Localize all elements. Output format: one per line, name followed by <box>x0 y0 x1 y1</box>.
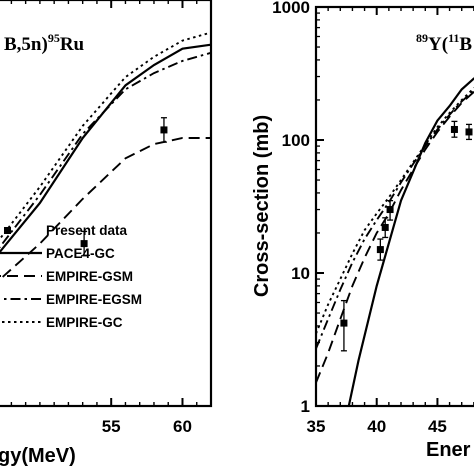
series-line-empire-gsm <box>316 90 474 383</box>
legend-label: EMPIRE-GC <box>46 315 123 330</box>
left-legend: Present data PACE4-GC EMPIRE-GSM EMPIRE-EGS… <box>0 223 142 330</box>
x-tick-label: 40 <box>367 417 386 436</box>
legend-item: EMPIRE-EGSM <box>0 292 142 307</box>
series-line-pace4-gc <box>0 43 211 254</box>
x-tick-label: 45 <box>428 417 447 436</box>
right-x-axis-label: Ener <box>426 439 471 461</box>
series-line-empire-gc <box>316 87 474 334</box>
point-marker <box>80 240 88 248</box>
series-line-pace4-gc <box>347 77 474 406</box>
data-point <box>386 199 394 221</box>
data-point <box>381 217 389 239</box>
point-marker <box>450 125 458 133</box>
series-line-empire-gc <box>0 31 211 241</box>
left-points <box>80 117 168 257</box>
data-point <box>160 117 168 143</box>
legend-label: Present data <box>46 223 128 238</box>
right-axis-ticks: 35 40 45 1 10 100 1000 <box>272 0 474 436</box>
data-point <box>340 299 348 352</box>
y-tick-label: 100 <box>282 131 310 150</box>
data-point <box>376 238 384 261</box>
legend-label: EMPIRE-GSM <box>46 269 133 284</box>
left-panel: 55 60 B,5n)95Ru Present data PACE4-GC EMPIR… <box>0 0 213 467</box>
left-title: B,5n)95Ru <box>4 31 85 55</box>
left-plot-frame <box>0 0 213 408</box>
y-tick-label: 1 <box>301 397 310 416</box>
series-line-empire-egsm <box>316 89 474 349</box>
data-point <box>450 120 458 138</box>
legend-item: PACE4-GC <box>0 246 115 261</box>
left-x-ticks: 55 60 <box>10 0 212 436</box>
legend-marker <box>4 227 11 234</box>
legend-item: EMPIRE-GC <box>0 315 123 330</box>
legend-label: PACE4-GC <box>46 246 115 261</box>
data-point <box>465 123 473 141</box>
right-points <box>340 120 473 352</box>
y-tick-label: 1000 <box>272 0 310 17</box>
x-tick-label: 55 <box>102 417 121 436</box>
left-x-axis-label: gy(MeV) <box>0 445 76 467</box>
series-line-empire-egsm <box>0 51 211 249</box>
point-marker <box>340 319 348 327</box>
legend-item: EMPIRE-GSM <box>0 269 133 284</box>
right-title: 89Y(11B <box>416 31 472 55</box>
x-tick-label: 60 <box>173 417 192 436</box>
point-marker <box>381 223 389 231</box>
right-plot-frame <box>314 5 474 408</box>
left-curves <box>0 31 211 281</box>
legend-label: EMPIRE-EGSM <box>46 292 142 307</box>
series-line-empire-gsm <box>0 137 211 281</box>
point-marker <box>465 128 473 136</box>
right-y-axis-label: Cross-section (mb) <box>251 115 273 297</box>
x-tick-label: 35 <box>307 417 326 436</box>
y-tick-label: 10 <box>291 264 310 283</box>
right-curves <box>316 77 474 406</box>
point-marker <box>386 206 394 214</box>
right-panel: 35 40 45 1 10 100 1000 89Y(11B Cross-section (… <box>251 0 474 461</box>
point-marker <box>376 246 384 254</box>
legend-item: Present data <box>4 223 128 238</box>
point-marker <box>160 126 168 134</box>
data-point <box>80 230 88 257</box>
